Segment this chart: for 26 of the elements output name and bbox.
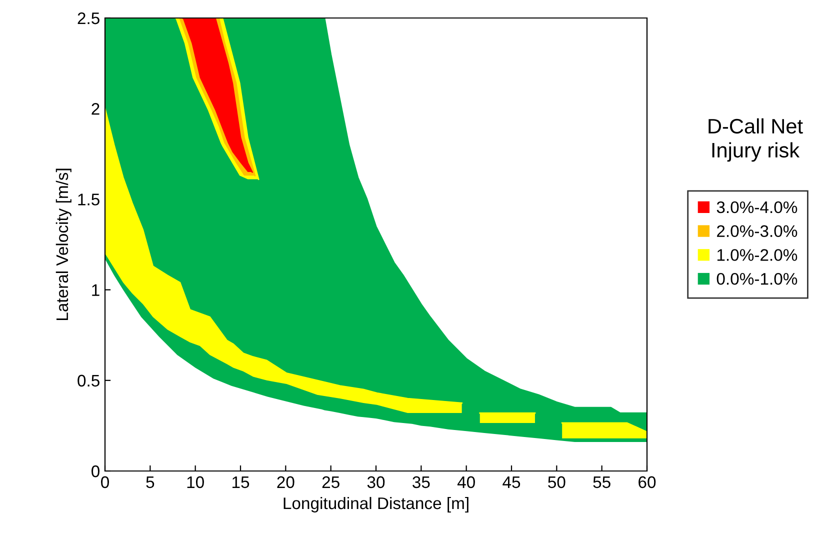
x-tick-label: 0 (101, 476, 109, 488)
x-tick-label: 40 (457, 476, 475, 488)
x-axis-title: Longitudinal Distance [m] (284, 496, 468, 512)
y-tick-label: 0.5 (78, 374, 100, 387)
x-tick-label: 30 (367, 476, 385, 488)
y-tick-label: 2.5 (78, 12, 100, 24)
x-tick-label: 35 (412, 476, 430, 488)
x-tick-label: 25 (322, 476, 340, 488)
legend-label: 0.0%-1.0% (716, 272, 798, 285)
x-tick-label: 5 (146, 476, 154, 488)
legend-label: 2.0%-3.0% (717, 225, 798, 238)
legend-label: 3.0%-4.0% (716, 201, 798, 214)
x-tick-label: 10 (187, 476, 204, 488)
x-tick-label: 15 (232, 476, 250, 488)
legend-title: D-Call Net Injury risk (708, 118, 803, 162)
x-tick-label: 50 (548, 476, 566, 488)
y-tick-label: 1 (92, 284, 100, 296)
y-tick-label: 0 (92, 465, 100, 478)
y-tick-label: 1.5 (78, 194, 100, 206)
x-tick-label: 60 (638, 476, 656, 488)
y-tick-label: 2 (92, 103, 100, 115)
x-tick-label: 20 (277, 476, 294, 488)
x-tick-label: 45 (502, 476, 520, 488)
x-tick-label: 55 (593, 476, 610, 488)
legend-label: 1.0%-2.0% (717, 249, 798, 261)
y-axis-title: Lateral Velocity [m/s] (56, 168, 72, 320)
